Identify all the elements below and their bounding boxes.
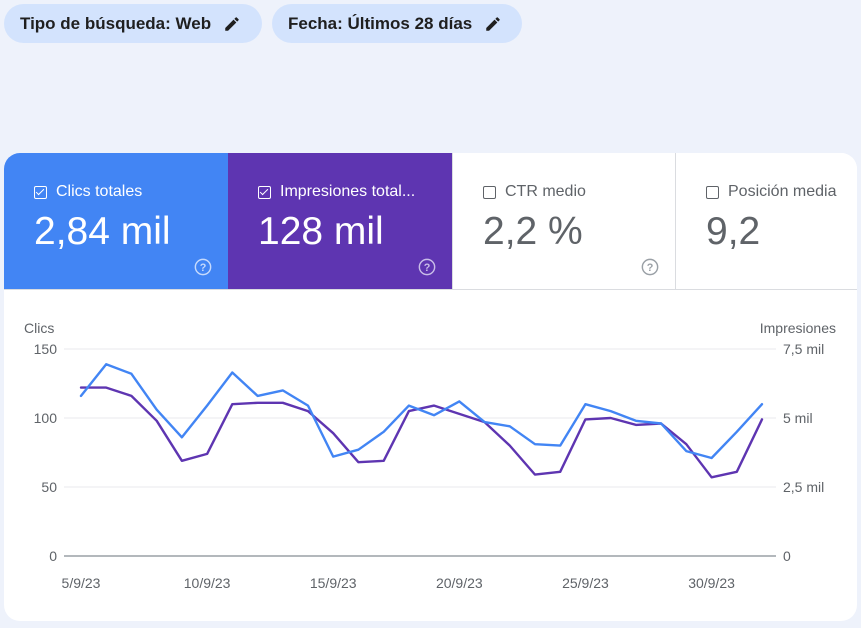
svg-text:?: ? — [647, 262, 654, 274]
metric-average-ctr[interactable]: CTR medio 2,2 % ? — [452, 153, 676, 290]
checkbox-checked-icon[interactable] — [34, 185, 47, 199]
metric-value: 128 mil — [258, 210, 384, 253]
y-axis-title-left: Clics — [24, 320, 54, 336]
help-icon[interactable]: ? — [418, 258, 436, 276]
metric-value: 2,2 % — [483, 210, 583, 253]
y-tick-label-left: 150 — [34, 341, 58, 357]
x-tick-label: 25/9/23 — [562, 575, 609, 591]
y-axis-title-right: Impresiones — [760, 320, 836, 336]
search-type-filter-label: Tipo de búsqueda: Web — [20, 13, 212, 33]
metrics-divider — [4, 289, 857, 290]
edit-pencil-icon — [225, 16, 239, 31]
metric-label: CTR medio — [505, 183, 586, 200]
date-filter-label: Fecha: Últimos 28 días — [288, 13, 473, 33]
y-tick-label-right: 0 — [783, 548, 791, 564]
x-tick-label: 20/9/23 — [436, 575, 483, 591]
edit-pencil-icon — [486, 16, 500, 31]
metric-label: Clics totales — [56, 183, 143, 200]
date-filter-chip[interactable]: Fecha: Últimos 28 días — [272, 4, 522, 43]
y-tick-label-left: 100 — [34, 410, 58, 426]
metric-label: Impresiones total... — [280, 183, 416, 200]
x-tick-label: 15/9/23 — [310, 575, 357, 591]
y-tick-label-right: 5 mil — [783, 410, 813, 426]
svg-text:?: ? — [424, 262, 431, 274]
help-icon[interactable]: ? — [194, 258, 212, 276]
checkbox-unchecked-icon[interactable] — [706, 185, 719, 199]
metric-label: Posición media — [728, 183, 837, 200]
impressions-series-line — [79, 386, 764, 479]
help-icon[interactable]: ? — [641, 258, 659, 276]
performance-card: Clics totales 2,84 mil ? Impresiones tot… — [4, 153, 857, 621]
metric-value: 2,84 mil — [34, 210, 171, 253]
x-tick-label: 30/9/23 — [688, 575, 735, 591]
x-tick-label: 10/9/23 — [184, 575, 231, 591]
clicks-series-line — [79, 362, 764, 460]
y-tick-label-right: 2,5 mil — [783, 479, 824, 495]
y-tick-label-left: 50 — [41, 479, 57, 495]
search-type-filter-chip[interactable]: Tipo de búsqueda: Web — [4, 4, 262, 43]
metric-total-impressions[interactable]: Impresiones total... 128 mil ? — [228, 153, 452, 290]
x-tick-label: 5/9/23 — [62, 575, 101, 591]
checkbox-unchecked-icon[interactable] — [483, 185, 496, 199]
performance-line-chart: Clics Impresiones 0 0 50 2,5 mil 100 5 mil 150… — [24, 320, 836, 591]
y-tick-label-left: 0 — [49, 548, 57, 564]
metric-average-position[interactable]: Posición media 9,2 — [676, 153, 857, 290]
y-tick-label-right: 7,5 mil — [783, 341, 824, 357]
checkbox-checked-icon[interactable] — [258, 185, 271, 199]
metric-total-clicks[interactable]: Clics totales 2,84 mil ? — [4, 153, 228, 290]
svg-text:?: ? — [200, 262, 207, 274]
metric-value: 9,2 — [706, 210, 761, 253]
